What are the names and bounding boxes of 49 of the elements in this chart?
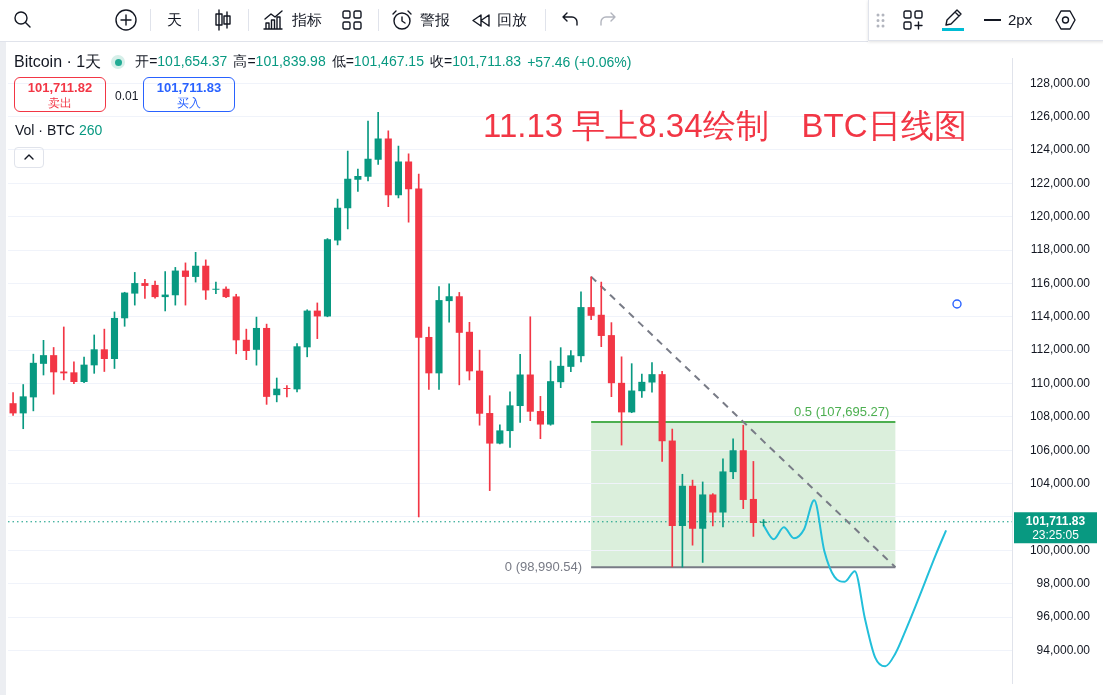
text: 警报 [420,11,450,29]
y-tick-label: 106,000.00 [1029,442,1091,457]
candlestick [445,283,453,323]
candlestick [354,168,362,192]
y-tick-label: 110,000.00 [1030,375,1091,390]
annotation: 260 [79,121,103,139]
annotation: 卖出 [48,95,72,110]
candlestick [212,281,220,294]
candlestick [283,385,291,398]
text: 2px [1008,11,1033,29]
y-tick-label: 94,000.00 [1036,642,1091,657]
annotation: 101,711.82 [27,79,93,96]
y-tick-label: 128,000.00 [1029,75,1091,90]
y-tick-label: 98,000.00 [1036,576,1091,591]
text: 回放 [497,11,527,29]
y-tick-label: 124,000.00 [1029,142,1091,157]
y-tick-label: 122,000.00 [1029,175,1091,190]
y-tick-label: 112,000.00 [1030,342,1091,357]
y-tick-label: 116,000.00 [1030,275,1091,290]
y-tick-label: 104,000.00 [1029,475,1091,490]
y-tick-label: 126,000.00 [1029,108,1091,123]
ref-line-label: 0.5 (107,695.27) [793,403,890,419]
annotation: +57.46 (+0.06%) [527,54,632,70]
candlestick [141,278,149,299]
y-tick-label: 108,000.00 [1029,409,1091,424]
ref-line-label: 0 (98,990.54) [504,558,583,574]
annotation: Vol · BTC [15,121,75,139]
annotation: 0.01 [115,88,139,105]
text: 指标 [292,11,322,29]
y-tick-label: 120,000.00 [1029,209,1091,223]
text: 天 [167,11,182,29]
annotation: 低=101,467.15 [331,53,424,69]
ref-line-label: 101,711.83 [1025,514,1086,529]
text: 23:25:05 [1032,528,1080,543]
annotation: 101,711.83 [156,79,222,96]
y-tick-label: 114,000.00 [1030,309,1091,324]
candlestick [587,276,595,320]
buy-button: 101,711.83 买入 [143,77,235,112]
y-tick-label: 96,000.00 [1036,609,1091,624]
y-tick-label: 100,000.00 [1029,542,1091,557]
text: 11.13 早上8.34绘制 BTC日线图 [483,107,967,145]
annotation: Bitcoin · 1天 [14,51,102,72]
annotation: 买入 [177,95,201,110]
annotation: 开=101,654.37 [135,53,228,69]
annotation: 收=101,711.83 [429,53,522,69]
line-series [762,499,948,668]
annotation: 高=101,839.98 [233,53,326,69]
sell-button: 101,711.82 卖出 [14,77,106,112]
y-tick-label: 118,000.00 [1030,242,1091,257]
